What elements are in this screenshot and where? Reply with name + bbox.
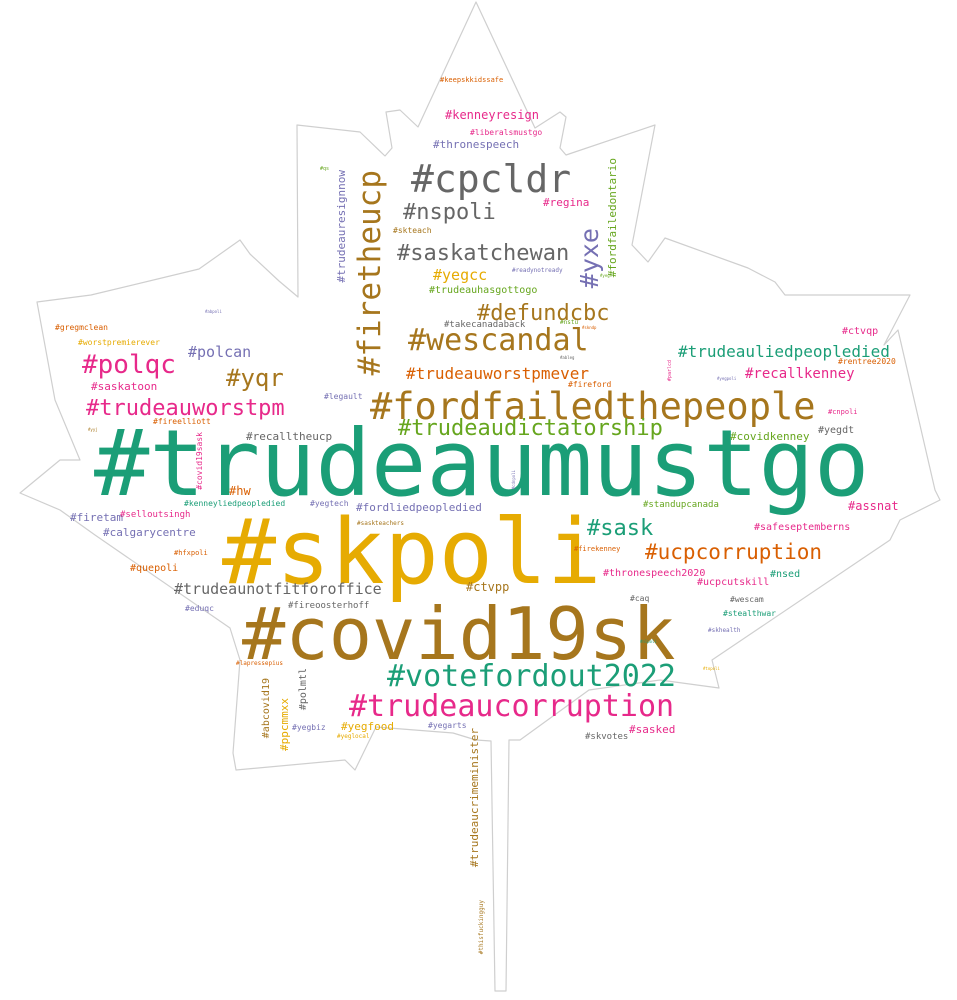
word-yegarts: #yegarts (428, 721, 467, 730)
word-rentree2020: #rentree2020 (838, 357, 896, 366)
word-skndp: #skndp (582, 325, 597, 330)
word-polcan: #polcan (188, 343, 252, 361)
word-trudeauworstpmever: #trudeauworstpmever (406, 364, 590, 383)
word-trudeauworstpm: #trudeauworstpm (86, 396, 285, 421)
word-quepoli: #quepoli (130, 563, 179, 574)
word-saskatchewan: #saskatchewan (397, 241, 570, 266)
word-cdnpoli: #cdnpoli (511, 470, 516, 490)
word-nsed: #nsed (770, 569, 801, 580)
word-regina: #regina (543, 196, 590, 209)
word-fireoosterhoff: #fireoosterhoff (288, 601, 370, 611)
word-eduqc: #eduqc (185, 604, 214, 613)
word-kenneyresign: #kenneyresign (445, 108, 539, 122)
word-yegdt: #yegdt (818, 425, 855, 436)
word-recallkenney: #recallkenney (745, 366, 855, 382)
word-qs: #qs (320, 166, 330, 172)
word-takecanadaback: #takecanadaback (444, 320, 526, 330)
word-legault: #legault (324, 392, 363, 401)
word-ucpcutskill: #ucpcutskill (697, 577, 770, 588)
word-thronespeech: #thronespeech (433, 138, 520, 151)
word-fireelliott: #fireelliott (153, 417, 211, 426)
word-votefordout2022: #votefordout2022 (387, 659, 676, 694)
word-skhealth: #skhealth (708, 627, 741, 634)
word-readynotready: #readynotready (512, 267, 563, 274)
word-yeg: #yeg (600, 273, 610, 278)
word-worstpremierever: #worstpremierever (78, 338, 160, 347)
word-yegpoli: #yegpoli (717, 376, 737, 381)
word-lapressepius: #lapressepius (236, 660, 283, 667)
word-yegtech: #yegtech (310, 499, 349, 508)
word-trudeaunotfitforoffice: #trudeaunotfitforoffice (174, 580, 382, 598)
word-fireford: #fireford (568, 380, 612, 389)
word-covid19sask: #covid19sask (195, 432, 204, 490)
word-defundcbc: #defundcbc (477, 301, 610, 326)
word-trudeauliedpeopledied: #trudeauliedpeopledied (678, 342, 890, 361)
word-firekenney: #firekenney (574, 545, 621, 553)
word-firetheucp: #firetheucp (352, 170, 388, 376)
word-thronespeech2020: #thronespeech2020 (603, 568, 706, 579)
word-ableg: #ableg (560, 355, 575, 360)
word-thisfuckingguy: #thisfuckingguy (478, 900, 485, 955)
word-sask: #sask (587, 516, 654, 541)
word-nspoli: #nspoli (403, 200, 496, 225)
word-wescam: #wescam (730, 595, 764, 604)
word-ctvpp: #ctvpp (466, 580, 510, 594)
word-parlcd: #parlcd (667, 360, 673, 382)
word-hw: #hw (229, 484, 251, 498)
word-trudeauhasgottogo: #trudeauhasgottogo (429, 285, 538, 296)
word-standupcanada: #standupcanada (643, 500, 719, 510)
word-trudeaudictatorship: #trudeaudictatorship (398, 416, 663, 441)
word-keepskkidssafe: #keepskkidssafe (440, 76, 504, 84)
word-nstu: #nstu (560, 319, 579, 326)
word-wescandal: #wescandal (408, 323, 589, 358)
word-yeglocal: #yeglocal (337, 733, 370, 740)
word-yegbiz: #yegbiz (292, 723, 326, 732)
word-fordliedpeopledied: #fordliedpeopledied (356, 501, 482, 514)
word-kenneyliedpeopledied: #kenneyliedpeopledied (184, 499, 286, 508)
word-covid19sk: #covid19sk (242, 592, 676, 676)
word-topoli: #topoli (703, 666, 720, 671)
word-stealthwar: #stealthwar (723, 609, 776, 618)
word-skpoli: #skpoli (222, 500, 602, 605)
word-assnat: #assnat (848, 499, 899, 513)
word-safeseptemberns: #safeseptemberns (754, 522, 851, 533)
word-abpoli: #abpoli (205, 309, 222, 314)
word-trudeauresignnow: #trudeauresignnow (335, 170, 348, 283)
word-saskteachers: #saskteachers (357, 520, 404, 527)
word-hfxpoli: #hfxpoli (174, 549, 208, 557)
word-yxe: #yxe (575, 228, 604, 289)
word-trudeaumustgo: #trudeaumustgo (94, 410, 870, 517)
word-cnpoli: #cnpoli (828, 408, 858, 416)
word-skteach: #skteach (393, 226, 432, 235)
word-ppcmmxx: #ppcmmxx (278, 698, 291, 751)
word-sasked: #sasked (629, 723, 676, 736)
word-abcovid19: #abcovid19 (261, 678, 272, 739)
word-firetam: #firetam (70, 511, 123, 524)
word-recalltheucp: #recalltheucp (246, 430, 333, 443)
word-gregmclean: #gregmclean (55, 323, 108, 332)
word-saskatoon: #saskatoon (91, 380, 158, 393)
word-polqc: #polqc (82, 350, 176, 380)
word-liberalsmustgo: #liberalsmustgo (470, 128, 543, 137)
word-cpcldr: #cpcldr (411, 157, 572, 201)
word-ctvqp: #ctvqp (842, 326, 879, 337)
word-trudeaucrimeminister: #trudeaucrimeminister (468, 728, 481, 868)
word-yyj: #yyj (88, 427, 98, 432)
word-trudeaucorruption: #trudeaucorruption (349, 689, 675, 724)
word-selloutsingh: #selloutsingh (120, 510, 191, 520)
word-yegfood: #yegfood (341, 720, 394, 733)
word-calgarycentre: #calgarycentre (103, 526, 196, 539)
word-fordfailedthepeople: #fordfailedthepeople (370, 385, 816, 428)
word-caq: #caq (630, 594, 650, 603)
word-skvotes: #skvotes (585, 732, 629, 742)
word-nlpoli: #nlpoli (640, 639, 657, 644)
word-polmtl: #polmtl (298, 668, 309, 711)
word-yqr: #yqr (226, 364, 284, 392)
word-ucpcorruption: #ucpcorruption (645, 540, 823, 564)
word-covidkenney: #covidkenney (730, 430, 810, 443)
word-fordfailedontario: #fordfailedontario (606, 158, 619, 278)
word-yegcc: #yegcc (433, 266, 488, 284)
